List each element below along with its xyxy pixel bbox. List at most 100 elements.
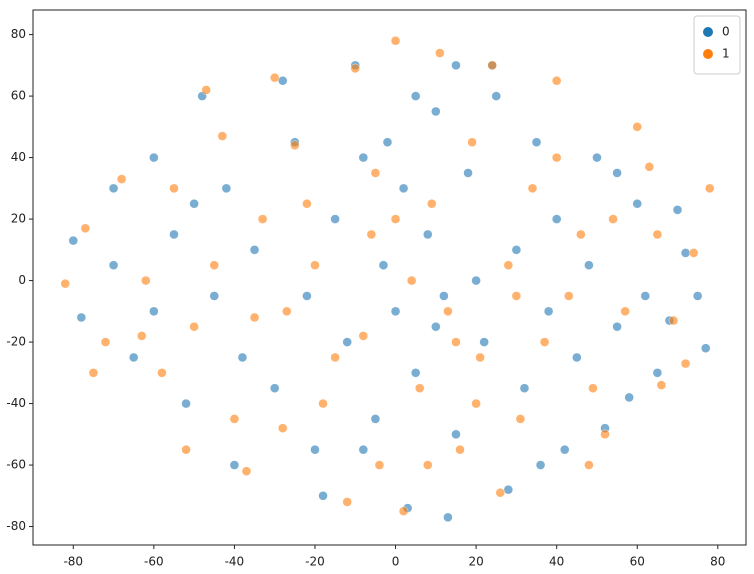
legend-label: 0	[722, 25, 730, 39]
point	[302, 291, 312, 301]
point	[439, 291, 449, 301]
point	[88, 368, 99, 378]
point	[169, 229, 179, 240]
point	[80, 223, 91, 234]
legend-box	[693, 15, 741, 75]
point	[515, 414, 526, 424]
point	[624, 392, 634, 403]
point	[330, 214, 340, 224]
point	[632, 199, 642, 209]
point	[471, 275, 481, 286]
point	[564, 291, 574, 301]
point	[201, 85, 211, 95]
point	[652, 229, 663, 240]
y-tick-label: -40	[6, 396, 26, 410]
point	[169, 183, 179, 194]
legend-marker	[703, 49, 713, 59]
point	[551, 76, 562, 86]
point	[249, 245, 260, 255]
point	[241, 466, 252, 476]
x-tick-label: -80	[63, 555, 83, 569]
point	[527, 183, 538, 194]
point	[278, 76, 288, 86]
x-tick-label: 0	[392, 555, 400, 569]
point	[632, 122, 642, 132]
point	[181, 398, 191, 409]
y-tick-label: -20	[6, 335, 26, 349]
point	[108, 260, 119, 270]
point	[479, 337, 489, 347]
x-tick-label: 80	[710, 555, 725, 569]
point	[487, 60, 497, 71]
point	[406, 275, 417, 286]
point	[491, 91, 501, 101]
y-tick-label: 80	[11, 27, 26, 41]
point	[229, 414, 240, 424]
point	[350, 63, 360, 74]
x-tick-label: -40	[225, 555, 245, 569]
y-tick-label: 60	[11, 89, 26, 103]
point	[358, 444, 369, 455]
point	[378, 260, 389, 270]
point	[451, 429, 461, 440]
plot-frame	[32, 9, 747, 546]
point	[656, 380, 667, 390]
point	[330, 352, 340, 363]
point	[278, 423, 288, 433]
point	[410, 91, 421, 101]
point	[511, 245, 522, 255]
y-tick-label: 40	[11, 150, 26, 164]
point	[129, 352, 139, 363]
point	[189, 199, 199, 209]
point	[584, 260, 594, 270]
point	[644, 162, 655, 172]
x-tick-label: 20	[468, 555, 483, 569]
point	[100, 337, 111, 347]
point	[471, 398, 481, 409]
legend-label: 1	[722, 47, 730, 61]
point	[390, 36, 401, 46]
point	[672, 205, 683, 215]
point	[652, 368, 663, 378]
point	[640, 291, 650, 301]
point	[398, 506, 409, 516]
point	[511, 291, 522, 301]
point	[539, 337, 550, 347]
point	[463, 168, 473, 178]
point	[415, 383, 425, 393]
point	[688, 248, 699, 258]
x-tick-label: -60	[144, 555, 164, 569]
point	[141, 275, 151, 286]
point	[302, 199, 312, 209]
point	[503, 260, 514, 270]
point	[249, 312, 260, 323]
point	[209, 260, 219, 270]
point	[282, 306, 292, 317]
point	[209, 291, 219, 301]
point	[535, 460, 546, 470]
point	[108, 183, 119, 194]
point	[443, 512, 453, 523]
point	[592, 152, 602, 163]
y-tick-label: 0	[18, 273, 26, 287]
legend-marker	[703, 27, 713, 37]
point	[668, 315, 679, 326]
point	[398, 183, 409, 194]
point	[221, 183, 232, 194]
point	[680, 248, 691, 258]
point	[584, 460, 594, 470]
point	[257, 214, 268, 224]
point	[620, 306, 630, 317]
point	[503, 484, 514, 495]
point	[423, 460, 433, 470]
point	[358, 331, 369, 341]
point	[181, 444, 191, 455]
point	[455, 444, 465, 455]
point	[588, 383, 598, 393]
point	[370, 168, 381, 178]
point	[572, 352, 582, 363]
point	[318, 398, 328, 409]
point	[600, 429, 610, 440]
point	[451, 337, 461, 347]
